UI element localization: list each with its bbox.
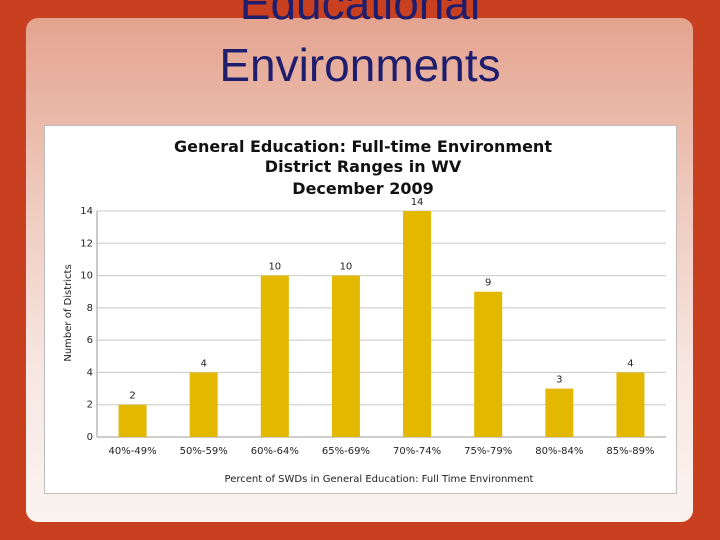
bar [474,291,503,437]
bar [616,372,645,437]
slide-title-line2: Environments [219,39,501,91]
bars [118,211,645,437]
chart-title-line3: December 2009 [292,179,433,198]
bar [189,372,218,437]
data-label: 4 [627,358,633,369]
data-label: 14 [411,197,424,208]
y-tick-label: 8 [87,303,93,314]
data-label: 9 [485,278,491,289]
slide-title-line1: Educational [239,0,481,29]
bar [403,211,432,437]
y-tick-label: 6 [87,335,93,346]
y-tick-label: 10 [80,271,93,282]
bar [331,275,360,437]
y-axis-label: Number of Districts [63,264,74,361]
x-tick-label: 60%-64% [251,446,299,457]
y-tick-label: 12 [80,238,93,249]
x-tick-label: 75%-79% [464,446,512,457]
slide-title: Educational Environments [0,0,720,96]
y-tick-label: 0 [87,432,93,443]
data-label: 4 [201,358,207,369]
y-tick-label: 4 [87,367,93,378]
data-label: 10 [268,262,281,273]
x-tick-label: 70%-74% [393,446,441,457]
data-label: 3 [556,375,562,386]
x-tick-label: 40%-49% [109,446,157,457]
x-tick-label: 65%-69% [322,446,370,457]
y-tick-label: 14 [80,206,93,217]
chart-title-line1: General Education: Full-time Environment [174,137,552,156]
bar [260,275,289,437]
chart-title-line2: District Ranges in WV [265,157,462,176]
x-axis-label: Percent of SWDs in General Education: Fu… [225,474,534,485]
data-label: 2 [129,391,135,402]
y-tick-label: 2 [87,400,93,411]
gridlines [96,210,666,438]
x-tick-label: 85%-89% [606,446,654,457]
bar [545,388,574,437]
data-label: 10 [340,262,353,273]
bar [118,404,147,437]
labels: 0 2 4 6 8 10 12 14 2 40%-49% 4 50%-59% 10 60%-64% 10 65… [80,197,654,457]
x-tick-label: 80%-84% [535,446,583,457]
x-tick-label: 50%-59% [180,446,228,457]
